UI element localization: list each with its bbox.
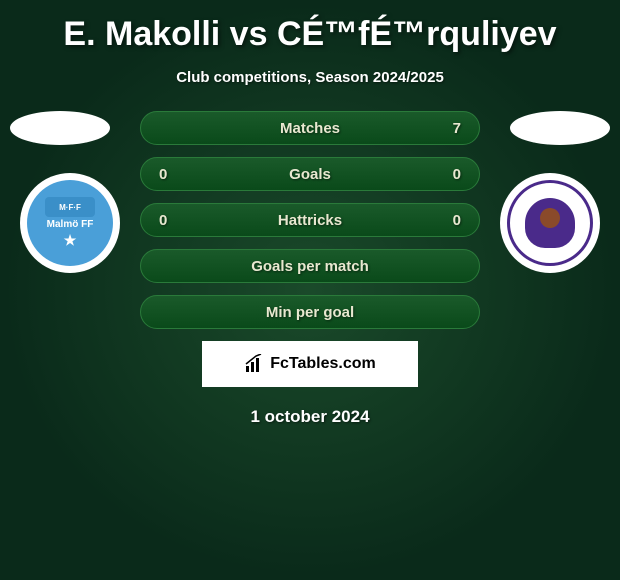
mff-abbr: M·F·F xyxy=(45,197,95,217)
stat-left-value: 0 xyxy=(159,166,167,183)
stat-row-goals: 0 Goals 0 xyxy=(140,157,480,191)
stat-right-value: 0 xyxy=(453,212,461,229)
stat-label: Matches xyxy=(280,120,340,137)
team-right-logo xyxy=(500,173,600,273)
stat-label: Hattricks xyxy=(278,212,342,229)
stat-label: Goals per match xyxy=(251,258,369,275)
qarabag-badge xyxy=(507,180,593,266)
team-left-logo: M·F·F Malmö FF ★ xyxy=(20,173,120,273)
star-icon: ★ xyxy=(64,232,77,249)
brand-text: FcTables.com xyxy=(270,355,376,373)
stats-container: Matches 7 0 Goals 0 0 Hattricks 0 Goals … xyxy=(140,111,480,329)
subtitle: Club competitions, Season 2024/2025 xyxy=(0,69,620,86)
team-left-name: Malmö FF xyxy=(47,219,94,230)
date-text: 1 october 2024 xyxy=(0,407,620,427)
malmo-badge: M·F·F Malmö FF ★ xyxy=(27,180,113,266)
page-title: E. Makolli vs CÉ™fÉ™rquliyev xyxy=(0,0,620,54)
chart-icon xyxy=(244,354,264,374)
stat-right-value: 0 xyxy=(453,166,461,183)
shield-icon xyxy=(525,198,575,248)
stat-left-value: 0 xyxy=(159,212,167,229)
stat-right-value: 7 xyxy=(453,120,461,137)
comparison-area: M·F·F Malmö FF ★ Matches 7 0 Goals 0 0 H… xyxy=(0,111,620,427)
stat-label: Min per goal xyxy=(266,304,354,321)
brand-badge: FcTables.com xyxy=(202,341,418,387)
ellipse-left xyxy=(10,111,110,145)
stat-row-matches: Matches 7 xyxy=(140,111,480,145)
stat-row-min-per-goal: Min per goal xyxy=(140,295,480,329)
stat-label: Goals xyxy=(289,166,331,183)
stat-row-goals-per-match: Goals per match xyxy=(140,249,480,283)
ellipse-right xyxy=(510,111,610,145)
stat-row-hattricks: 0 Hattricks 0 xyxy=(140,203,480,237)
